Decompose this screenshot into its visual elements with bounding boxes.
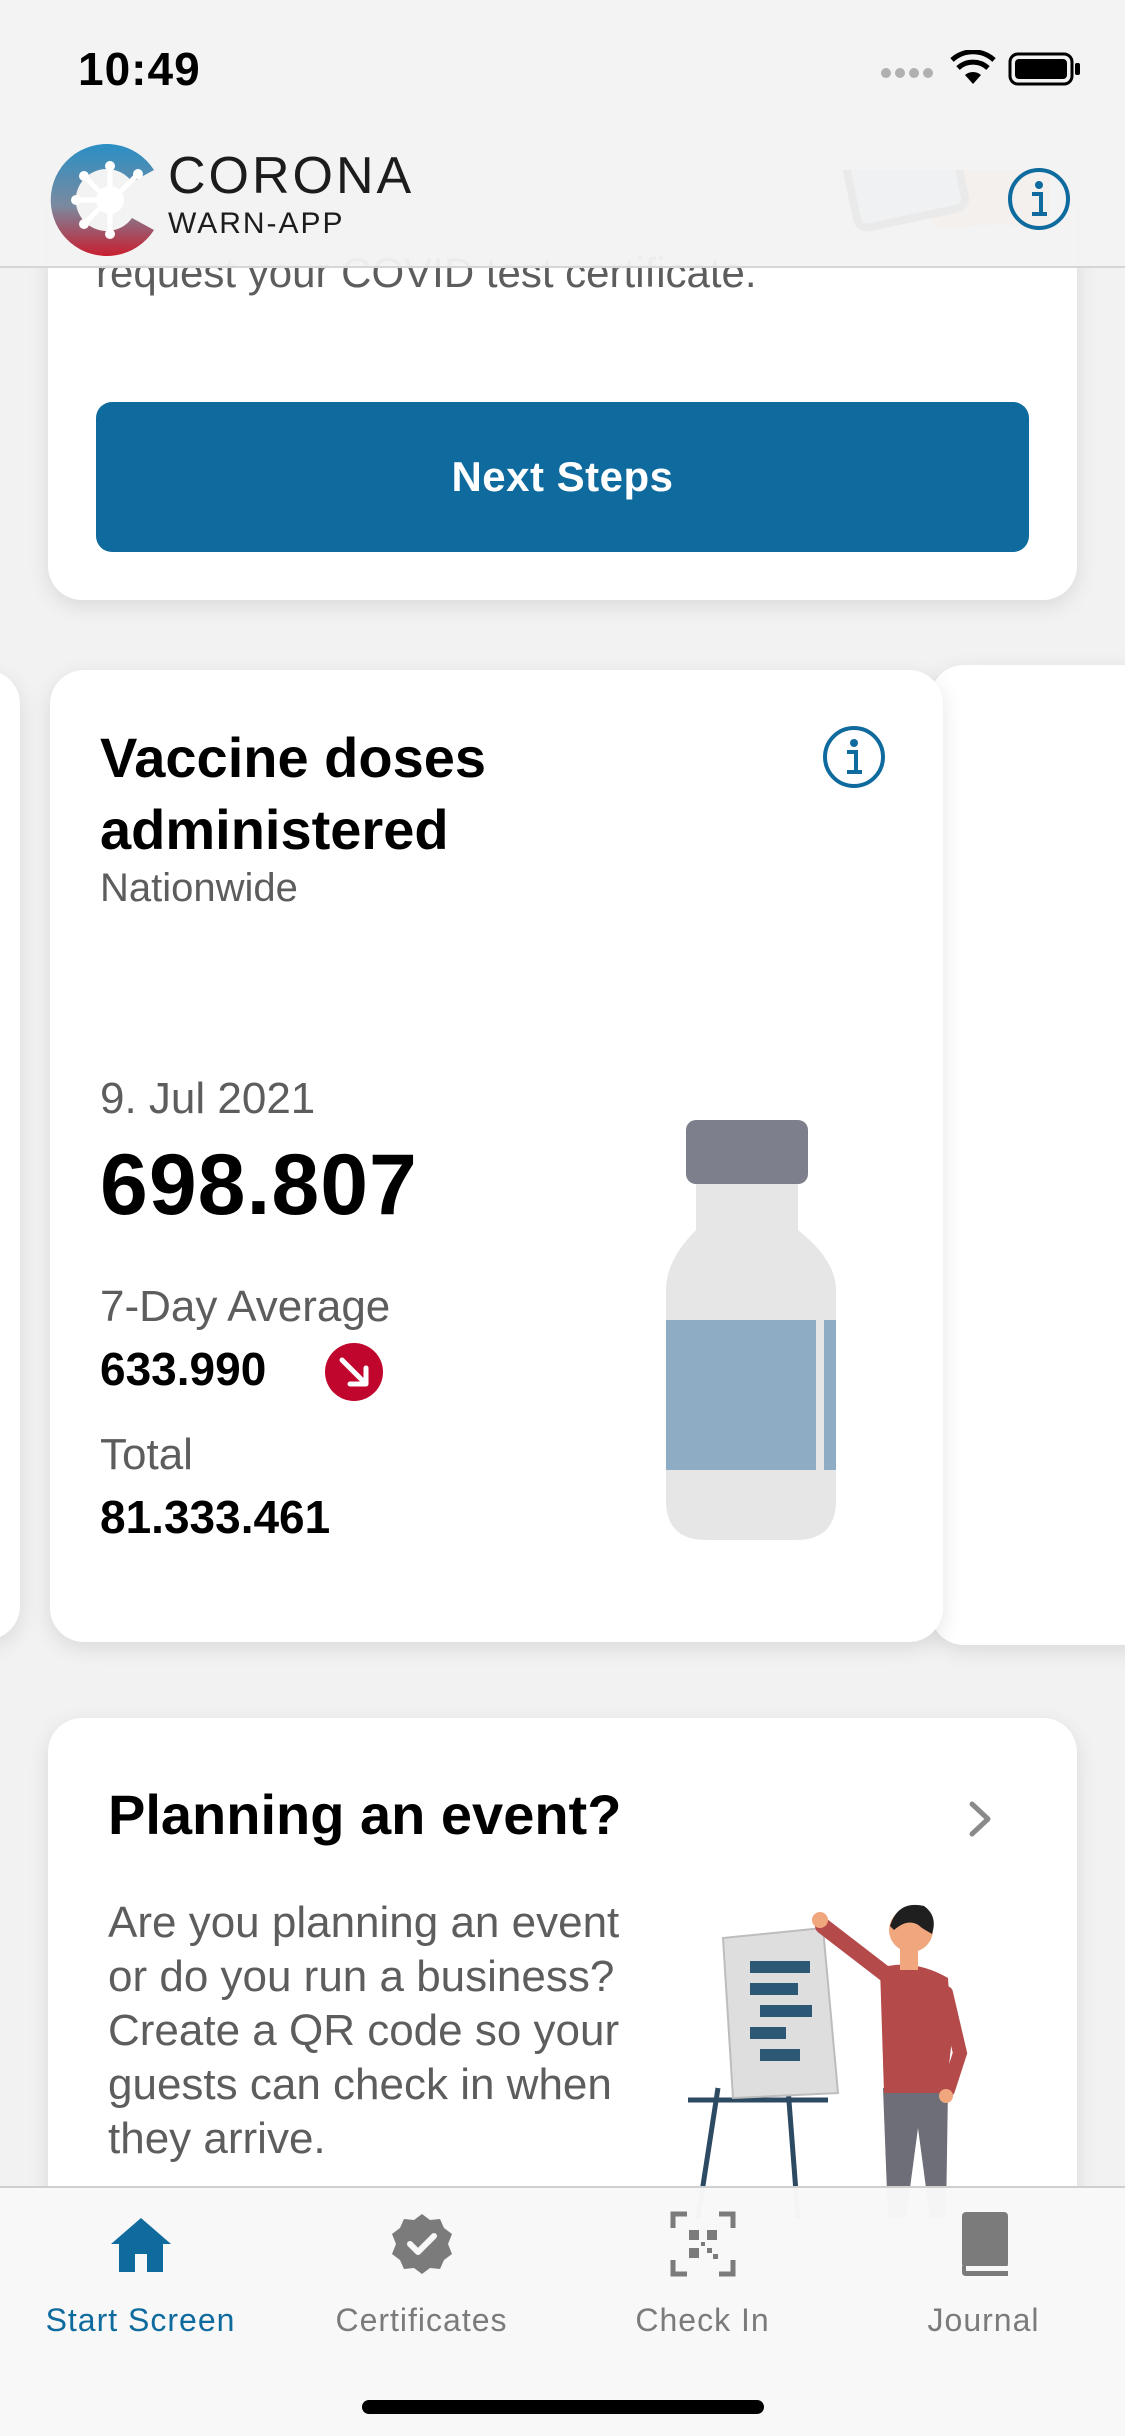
brand-subtitle: WARN-APP	[168, 207, 345, 240]
corona-warn-app-logo	[50, 144, 155, 256]
stat-date: 9. Jul 2021	[100, 1074, 316, 1123]
info-icon[interactable]	[821, 724, 887, 790]
tab-label: Journal	[927, 2302, 1040, 2338]
journal-icon	[961, 2212, 1008, 2276]
tab-label: Check In	[635, 2302, 770, 2338]
event-card-title: Planning an event?	[108, 1783, 622, 1846]
vaccine-card-subtitle: Nationwide	[100, 866, 298, 910]
tab-journal[interactable]: Journal	[843, 2208, 1124, 2358]
seven-day-average-value: 633.990	[100, 1343, 267, 1395]
trend-down-icon	[325, 1343, 383, 1401]
home-icon	[110, 2218, 171, 2272]
status-bar: 10:49	[0, 0, 1125, 140]
signal-icon	[881, 68, 933, 78]
app-header: CORONA WARN-APP	[0, 0, 1125, 268]
total-value: 81.333.461	[100, 1491, 331, 1543]
qr-scan-icon	[670, 2211, 735, 2277]
total-label: Total	[100, 1430, 193, 1479]
tab-label: Start Screen	[45, 2302, 236, 2338]
tab-bar: Start Screen Certificates Check In	[0, 2186, 1125, 2436]
event-card-text: Are you planning an event or do you run …	[108, 1898, 620, 2163]
brand-title: CORONA	[168, 147, 415, 205]
vaccine-card-title: Vaccine doses administered	[100, 726, 487, 861]
next-statistics-card[interactable]	[930, 665, 1125, 1645]
info-icon[interactable]	[1006, 166, 1072, 232]
presenter-flipchart-illustration	[688, 1904, 968, 2218]
vaccine-vial-illustration	[666, 1120, 836, 1540]
chevron-right-icon[interactable]	[960, 1796, 1000, 1842]
stat-daily-value: 698.807	[100, 1137, 418, 1233]
vaccine-doses-card: Vaccine doses administered Nationwide 9.…	[50, 670, 943, 1642]
tab-certificates[interactable]: Certificates	[281, 2208, 562, 2358]
certificate-icon	[391, 2214, 452, 2274]
tab-check-in[interactable]: Check In	[562, 2208, 843, 2358]
battery-icon	[1008, 52, 1080, 86]
home-indicator	[362, 2400, 764, 2414]
wifi-icon	[950, 50, 996, 84]
status-time: 10:49	[78, 43, 201, 95]
tab-start-screen[interactable]: Start Screen	[0, 2208, 281, 2358]
tab-label: Certificates	[335, 2302, 508, 2338]
previous-statistics-card[interactable]	[0, 670, 20, 1640]
seven-day-average-label: 7-Day Average	[100, 1282, 391, 1331]
next-steps-button[interactable]: Next Steps	[96, 402, 1029, 552]
